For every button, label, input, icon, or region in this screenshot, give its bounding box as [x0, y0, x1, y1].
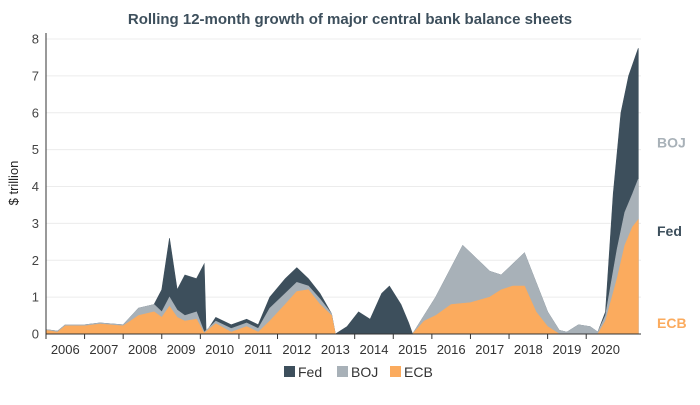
- end-labels: BOJ Fed ECB: [657, 134, 687, 331]
- x-tick-label: 2016: [437, 342, 466, 357]
- x-tick-label: 2019: [552, 342, 581, 357]
- x-tick-label: 2018: [514, 342, 543, 357]
- y-tick-label: 1: [32, 290, 39, 305]
- legend-label: Fed: [298, 364, 322, 380]
- y-tick-label: 2: [32, 253, 39, 268]
- y-tick-label: 4: [32, 179, 39, 194]
- y-tick-label: 6: [32, 105, 39, 120]
- y-tick-label: 5: [32, 142, 39, 157]
- axes: 0 1 2 3 4 5 6 7 8 2006 2007 2008 2009 2010 2011 2012 201…: [32, 32, 641, 357]
- x-tick-label: 2017: [475, 342, 504, 357]
- x-tick-label: 2011: [244, 342, 272, 357]
- y-tick-label: 7: [32, 68, 39, 83]
- x-tick-label: 2006: [51, 342, 80, 357]
- end-label-fed: Fed: [657, 223, 682, 239]
- series-area-fed: [45, 48, 639, 335]
- y-axis-label: $ trillion: [6, 161, 21, 206]
- grid-lines: [46, 38, 641, 335]
- legend-swatch: [337, 366, 348, 377]
- legend-item-fed[interactable]: Fed: [284, 364, 322, 380]
- legend-label: ECB: [404, 364, 433, 380]
- legend: Fed BOJ ECB: [284, 364, 433, 380]
- x-tick-label: 2015: [398, 342, 427, 357]
- chart-title: Rolling 12-month growth of major central…: [128, 11, 572, 28]
- y-tick-label: 0: [32, 327, 39, 342]
- y-tick-label: 8: [32, 32, 39, 47]
- x-tick-label: 2010: [205, 342, 234, 357]
- x-tick-label: 2007: [89, 342, 118, 357]
- x-tick-label: 2020: [591, 342, 620, 357]
- legend-item-boj[interactable]: BOJ: [337, 364, 378, 380]
- end-label-ecb: ECB: [657, 315, 687, 331]
- series-areas: [45, 48, 639, 335]
- end-label-boj: BOJ: [657, 134, 686, 150]
- legend-label: BOJ: [351, 364, 378, 380]
- legend-item-ecb[interactable]: ECB: [390, 364, 433, 380]
- x-tick-label: 2009: [167, 342, 196, 357]
- y-tick-label: 3: [32, 216, 39, 231]
- legend-swatch: [390, 366, 401, 377]
- series-area-boj: [45, 179, 639, 335]
- x-tick-label: 2013: [321, 342, 350, 357]
- legend-swatch: [284, 366, 295, 377]
- x-tick-label: 2012: [282, 342, 311, 357]
- x-tick-label: 2014: [360, 342, 389, 357]
- x-tick-label: 2008: [128, 342, 157, 357]
